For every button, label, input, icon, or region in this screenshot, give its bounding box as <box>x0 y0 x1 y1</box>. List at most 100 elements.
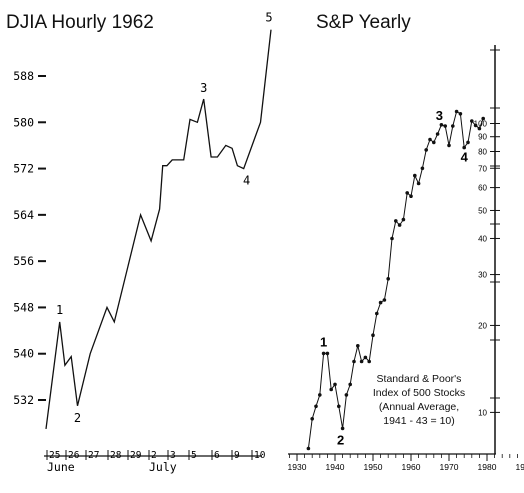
x-tick-label: 25 <box>49 450 60 461</box>
wave-label: 5 <box>265 11 272 25</box>
y-tick-label: 556 <box>13 254 34 268</box>
sp-data-point <box>481 116 486 121</box>
y-tick-label: 588 <box>13 69 34 83</box>
x-tick-label: 9 <box>234 450 240 461</box>
y-tick-label: 10 <box>478 408 487 417</box>
sp-data-point <box>340 426 345 431</box>
sp-data-point <box>306 446 311 451</box>
sp-data-point <box>424 148 429 152</box>
sp-data-point <box>321 351 326 356</box>
x-tick-label: 10 <box>254 450 266 461</box>
x-tick-label: 1980 <box>478 462 497 472</box>
sp-data-point <box>337 404 341 409</box>
sp-data-point <box>310 417 315 421</box>
y-tick-label: 80 <box>478 147 487 156</box>
sp-data-point <box>314 404 318 409</box>
y-tick-label: 20 <box>478 321 487 330</box>
sp-data-point <box>454 109 459 114</box>
x-tick-label: 1990 <box>516 462 524 472</box>
sp-annotation: Standard & Poor's Index of 500 Stocks (A… <box>360 372 478 428</box>
y-tick-label: 580 <box>13 115 34 129</box>
djia-series-line <box>45 29 272 429</box>
sp-data-point <box>428 137 432 142</box>
sp-data-point <box>470 119 474 123</box>
wave-label: 1 <box>320 334 327 349</box>
sp-data-point <box>413 173 417 178</box>
sp-data-point <box>390 236 394 241</box>
x-tick-label: 1930 <box>288 462 307 472</box>
y-tick-label: 90 <box>478 133 487 142</box>
x-tick-label: 2 <box>151 450 157 461</box>
x-tick-label: 28 <box>110 450 122 461</box>
wave-label: 2 <box>337 432 344 447</box>
x-tick-label: 1960 <box>402 462 421 472</box>
djia-chart-title: DJIA Hourly 1962 <box>6 12 154 33</box>
sp-data-point <box>344 393 349 397</box>
y-tick-label: 532 <box>13 393 34 407</box>
sp-data-point <box>329 387 334 392</box>
y-tick-label: 40 <box>478 234 487 243</box>
sp-data-point <box>447 143 451 148</box>
sp-data-point <box>378 300 383 305</box>
sp-data-point <box>462 145 467 150</box>
annotation-line: Index of 500 Stocks <box>372 387 466 399</box>
sp-chart-title: S&P Yearly <box>316 12 411 33</box>
y-tick-label: 30 <box>478 271 487 280</box>
sp-data-point <box>477 126 482 131</box>
y-tick-label: 572 <box>13 162 34 176</box>
sp-data-point <box>371 333 375 338</box>
sp-data-point <box>435 132 440 136</box>
annotation-line: Standard & Poor's <box>376 373 462 385</box>
sp-data-point <box>363 355 368 360</box>
annotation-line: (Annual Average, <box>378 401 460 413</box>
sp-data-point <box>318 393 322 397</box>
sp-data-point <box>405 191 410 195</box>
x-tick-label: 1940 <box>326 462 345 472</box>
sp-data-point <box>458 112 463 116</box>
sp-data-point <box>359 359 364 364</box>
wave-label: 2 <box>74 411 81 425</box>
sp-data-point <box>356 344 360 348</box>
sp-data-point <box>394 219 398 223</box>
month-label: July <box>149 460 177 474</box>
y-tick-label: 548 <box>13 300 34 314</box>
y-tick-label: 50 <box>478 206 487 215</box>
sp-data-point <box>333 382 337 387</box>
wave-label: 3 <box>200 81 207 95</box>
sp-data-point <box>420 166 425 171</box>
y-tick-label: 540 <box>13 347 34 361</box>
wave-label: 1 <box>56 303 63 317</box>
x-tick-label: 29 <box>130 450 142 461</box>
annotation-line: 1941 - 43 = 10) <box>383 415 455 427</box>
sp-data-point <box>466 140 470 145</box>
sp-data-point <box>409 194 413 198</box>
month-label: June <box>47 460 75 474</box>
x-tick-label: 27 <box>88 450 99 461</box>
x-tick-label: 5 <box>191 450 197 461</box>
sp-data-point <box>473 123 478 128</box>
y-tick-label: 564 <box>13 208 34 222</box>
y-tick-label: 70 <box>478 164 487 173</box>
sp-data-point <box>382 298 387 302</box>
x-tick-label: 26 <box>68 450 80 461</box>
x-tick-label: 1950 <box>364 462 383 472</box>
wave-label: 4 <box>243 174 250 188</box>
sp-data-point <box>432 140 436 145</box>
x-tick-label: 3 <box>170 450 176 461</box>
sp-data-point <box>439 123 444 127</box>
sp-data-point <box>443 124 448 128</box>
sp-data-point <box>397 223 402 227</box>
sp-data-point <box>352 359 356 364</box>
x-tick-label: 6 <box>214 450 220 461</box>
sp-data-point <box>375 311 379 316</box>
sp-data-point <box>325 351 330 356</box>
sp-data-point <box>386 277 391 281</box>
sp-data-point <box>416 181 421 186</box>
sp-data-point <box>401 217 406 222</box>
y-tick-label: 60 <box>478 184 487 193</box>
sp-data-point <box>451 124 455 128</box>
y-tick-label: 100 <box>474 120 488 129</box>
wave-label: 3 <box>436 108 443 123</box>
x-tick-label: 1970 <box>440 462 459 472</box>
